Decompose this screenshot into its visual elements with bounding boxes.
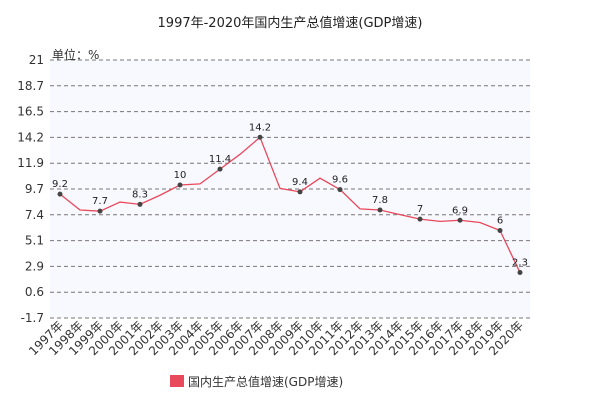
data-label: 11.4 <box>209 154 231 165</box>
data-label: 9.6 <box>332 175 348 186</box>
y-tick-label: 2.9 <box>25 259 44 273</box>
series-line <box>59 136 521 273</box>
data-point <box>457 217 463 223</box>
data-point <box>517 270 523 276</box>
legend: 国内生产总值增速(GDP增速) <box>170 374 343 389</box>
unit-label: 单位：% <box>52 47 99 62</box>
data-point <box>257 134 263 140</box>
data-point <box>177 182 183 188</box>
y-tick-label: -1.7 <box>21 311 44 325</box>
data-label: 9.2 <box>52 179 68 190</box>
data-label: 8.3 <box>132 189 148 200</box>
data-point <box>377 207 383 213</box>
y-axis-ticks: 21 18.7 16.5 14.2 11.9 9.7 7.4 5.1 2.9 0.6 -1.7 <box>17 53 44 325</box>
y-tick-label: 5.1 <box>25 234 44 248</box>
data-point <box>97 208 103 214</box>
data-label: 6.9 <box>452 205 468 216</box>
y-tick-label: 14.2 <box>17 130 44 144</box>
legend-entry: 国内生产总值增速(GDP增速) <box>188 374 343 389</box>
data-labels: 9.2 7.7 8.3 10 11.4 14.2 9.4 9.6 7.8 7 6.9 6 2.3 <box>52 122 528 268</box>
data-label: 7 <box>417 204 423 215</box>
data-label: 14.2 <box>249 122 271 133</box>
data-point <box>417 216 423 222</box>
y-tick-label: 16.5 <box>17 105 44 119</box>
data-label: 2.3 <box>512 258 528 269</box>
data-label: 7.8 <box>372 195 388 206</box>
y-tick-label: 11.9 <box>17 156 44 170</box>
series-layer <box>57 134 523 276</box>
data-point <box>137 201 143 207</box>
grid-lines <box>50 59 530 319</box>
data-label: 9.4 <box>292 177 308 188</box>
legend-swatch <box>170 375 184 387</box>
x-axis-ticks: 1997年1998年1999年2000年2001年2002年2003年2004年… <box>26 318 526 358</box>
y-tick-label: 7.4 <box>25 208 44 222</box>
y-tick-label: 9.7 <box>25 182 44 196</box>
data-point <box>57 191 63 197</box>
data-point <box>217 166 223 172</box>
y-tick-label: 21 <box>29 53 44 67</box>
data-label: 10 <box>174 170 187 181</box>
data-point <box>497 227 503 233</box>
data-point <box>337 187 343 193</box>
y-tick-label: 18.7 <box>17 79 44 93</box>
data-point <box>297 189 303 195</box>
y-tick-label: 0.6 <box>25 285 44 299</box>
data-label: 6 <box>497 215 503 226</box>
chart-title: 1997年-2020年国内生产总值增速(GDP增速) <box>158 15 423 31</box>
data-label: 7.7 <box>92 196 108 207</box>
